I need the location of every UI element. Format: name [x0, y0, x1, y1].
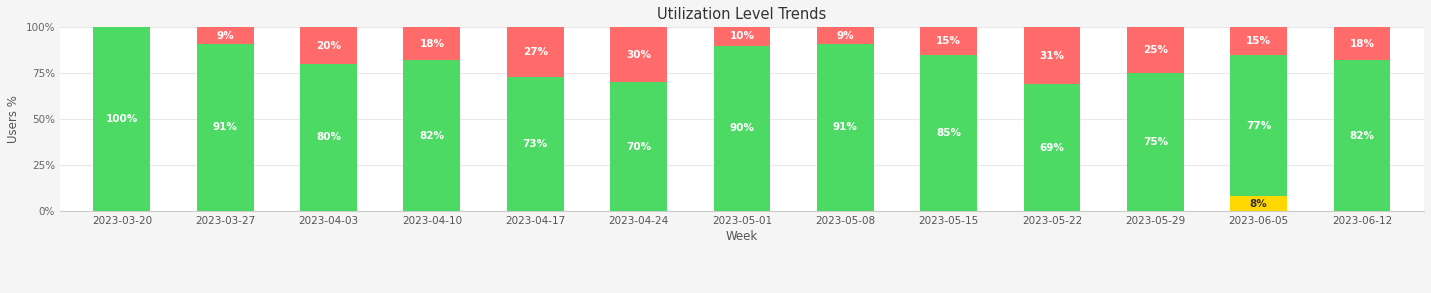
Bar	[301, 27, 356, 64]
Text: 18%: 18%	[419, 39, 445, 49]
Text: 73%: 73%	[522, 139, 548, 149]
Bar	[197, 27, 253, 44]
Text: 18%: 18%	[1349, 39, 1375, 49]
Text: 15%: 15%	[936, 36, 962, 46]
Bar	[1334, 27, 1391, 60]
Y-axis label: Users %: Users %	[7, 95, 20, 143]
Bar	[1231, 27, 1286, 55]
Text: 25%: 25%	[1143, 45, 1168, 55]
Text: 15%: 15%	[1246, 36, 1271, 46]
Text: 69%: 69%	[1039, 143, 1065, 153]
Bar	[1128, 27, 1183, 73]
Bar	[714, 27, 770, 46]
Bar	[1231, 196, 1286, 211]
X-axis label: Week: Week	[726, 230, 758, 243]
Text: 9%: 9%	[216, 30, 235, 40]
Bar	[817, 44, 874, 211]
Text: 10%: 10%	[730, 31, 754, 42]
Text: 82%: 82%	[1349, 131, 1375, 141]
Text: 75%: 75%	[1143, 137, 1168, 147]
Text: 91%: 91%	[833, 122, 857, 132]
Bar	[610, 82, 667, 211]
Bar	[714, 46, 770, 211]
Text: 100%: 100%	[106, 114, 137, 124]
Bar	[1231, 55, 1286, 196]
Bar	[1334, 60, 1391, 211]
Bar	[817, 27, 874, 44]
Bar	[1023, 84, 1080, 211]
Bar	[610, 27, 667, 82]
Text: 9%: 9%	[837, 30, 854, 40]
Text: 30%: 30%	[627, 50, 651, 60]
Text: 20%: 20%	[316, 41, 341, 51]
Bar	[93, 27, 150, 211]
Text: 70%: 70%	[625, 142, 651, 152]
Text: 31%: 31%	[1039, 51, 1065, 61]
Bar	[404, 60, 461, 211]
Text: 80%: 80%	[316, 132, 341, 142]
Bar	[507, 27, 564, 77]
Text: 90%: 90%	[730, 123, 754, 133]
Bar	[920, 27, 977, 55]
Text: 91%: 91%	[213, 122, 238, 132]
Text: 82%: 82%	[419, 131, 445, 141]
Text: 77%: 77%	[1246, 120, 1271, 131]
Bar	[404, 27, 461, 60]
Text: 8%: 8%	[1249, 199, 1268, 209]
Bar	[920, 55, 977, 211]
Text: 85%: 85%	[936, 128, 962, 138]
Bar	[301, 64, 356, 211]
Bar	[197, 44, 253, 211]
Title: Utilization Level Trends: Utilization Level Trends	[657, 7, 827, 22]
Bar	[1023, 27, 1080, 84]
Bar	[507, 77, 564, 211]
Text: 27%: 27%	[522, 47, 548, 57]
Bar	[1128, 73, 1183, 211]
